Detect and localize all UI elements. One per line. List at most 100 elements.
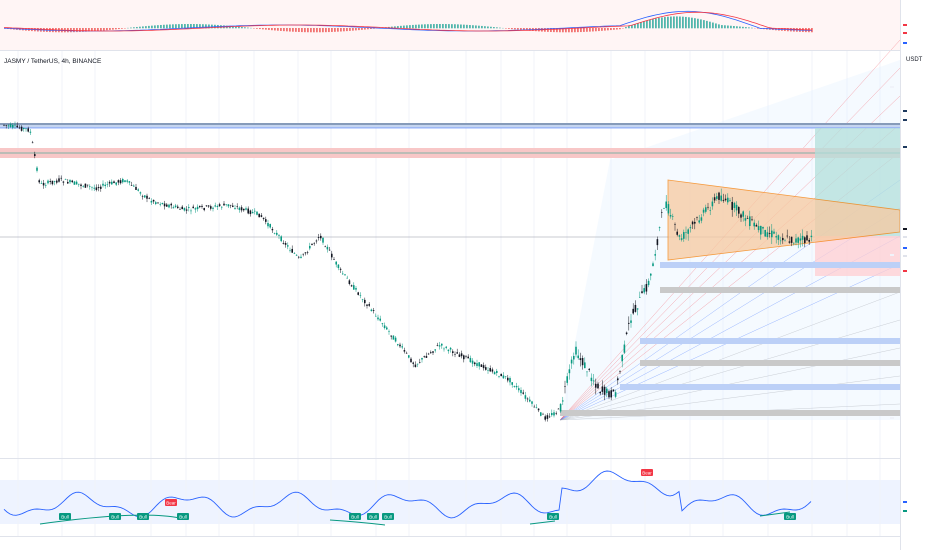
candle-body	[553, 412, 555, 415]
time-axis[interactable]	[0, 536, 900, 551]
candle-body	[54, 181, 56, 182]
candle-body	[67, 182, 69, 183]
candle-body	[353, 285, 355, 289]
candle-body	[223, 204, 225, 206]
candle-body	[749, 216, 751, 226]
candle-body	[109, 182, 111, 184]
candle-body	[322, 238, 324, 243]
candle-body	[421, 358, 423, 359]
macd-histogram-bar	[304, 28, 306, 32]
macd-value-label	[903, 42, 907, 44]
candle-body	[643, 288, 645, 292]
macd-histogram-bar	[166, 25, 168, 29]
candle-body	[386, 328, 388, 330]
candle-body	[269, 224, 271, 227]
macd-histogram-bar	[694, 18, 696, 28]
candle-body	[619, 371, 621, 372]
macd-histogram-bar	[313, 28, 315, 32]
pane-divider[interactable]	[0, 50, 932, 51]
macd-histogram-bar	[619, 28, 621, 29]
candle-body	[720, 196, 722, 201]
macd-histogram-bar	[598, 28, 600, 31]
candle-body	[685, 232, 687, 233]
candle-body	[641, 291, 643, 293]
candle-body	[265, 219, 267, 222]
macd-histogram-bar	[145, 26, 147, 28]
macd-histogram-bar	[424, 24, 426, 28]
candle-body	[760, 226, 762, 235]
symbol-title[interactable]: JASMY / TetherUS, 4h, BINANCE	[4, 58, 101, 65]
macd-histogram-bar	[322, 28, 324, 32]
macd-histogram-bar	[364, 28, 366, 30]
candle-body	[808, 240, 810, 242]
candle-body	[459, 354, 461, 356]
candle-body	[608, 391, 610, 397]
macd-histogram-bar	[148, 26, 150, 28]
candle-body	[316, 241, 318, 242]
candle-body	[124, 180, 126, 182]
candle-body	[800, 238, 802, 240]
candle-body	[181, 207, 183, 209]
pane-divider[interactable]	[0, 458, 932, 459]
macd-histogram-bar	[340, 28, 342, 31]
candle-body	[82, 186, 84, 187]
candle-body	[65, 179, 67, 180]
macd-histogram-bar	[139, 27, 141, 29]
candle-body	[536, 407, 538, 408]
candle-body	[665, 202, 667, 209]
candle-body	[38, 180, 40, 182]
candle-body	[657, 239, 659, 245]
candle-body	[522, 393, 524, 394]
candle-body	[450, 348, 452, 350]
candle-body	[709, 210, 711, 211]
candle-body	[135, 187, 137, 190]
candle-body	[23, 128, 25, 129]
candle-body	[34, 154, 36, 156]
candle-body	[804, 237, 806, 243]
candle-body	[390, 336, 392, 337]
candle-body	[690, 227, 692, 228]
candle-body	[692, 222, 694, 225]
candle-body	[256, 212, 258, 215]
candle-body	[115, 182, 117, 184]
macd-histogram-bar	[418, 25, 420, 29]
macd-histogram-bar	[616, 28, 618, 30]
candle-body	[547, 415, 549, 419]
candle-body	[492, 369, 494, 371]
macd-histogram-bar	[715, 23, 717, 28]
candle-body	[340, 269, 342, 270]
macd-histogram-bar	[283, 28, 285, 31]
candle-body	[126, 181, 128, 182]
candle-body	[36, 168, 38, 171]
candle-body	[648, 281, 650, 285]
candle-body	[234, 208, 236, 209]
macd-histogram-bar	[328, 28, 330, 32]
macd-histogram-bar	[439, 24, 441, 28]
candle-body	[258, 214, 260, 218]
candle-body	[443, 349, 445, 350]
macd-histogram-bar	[343, 28, 345, 31]
candle-body	[474, 363, 476, 365]
candle-body	[580, 358, 582, 360]
candle-body	[91, 187, 93, 188]
price-scale[interactable]: USDT	[900, 0, 932, 550]
candle-body	[100, 187, 102, 189]
macd-histogram-bar	[709, 22, 711, 29]
macd-histogram-bar	[301, 28, 303, 32]
macd-histogram-bar	[592, 28, 594, 31]
candle-body	[173, 207, 175, 208]
macd-histogram-bar	[259, 28, 261, 29]
bull-badge-text: Bull	[369, 515, 377, 520]
candle-body	[498, 376, 500, 377]
candle-body	[263, 218, 265, 219]
candle-body	[456, 352, 458, 353]
candle-body	[368, 304, 370, 306]
candle-body	[483, 365, 485, 368]
candle-body	[454, 354, 456, 355]
candle-body	[241, 207, 243, 210]
candle-body	[670, 215, 672, 216]
candle-body	[811, 236, 813, 237]
candle-body	[784, 241, 786, 242]
